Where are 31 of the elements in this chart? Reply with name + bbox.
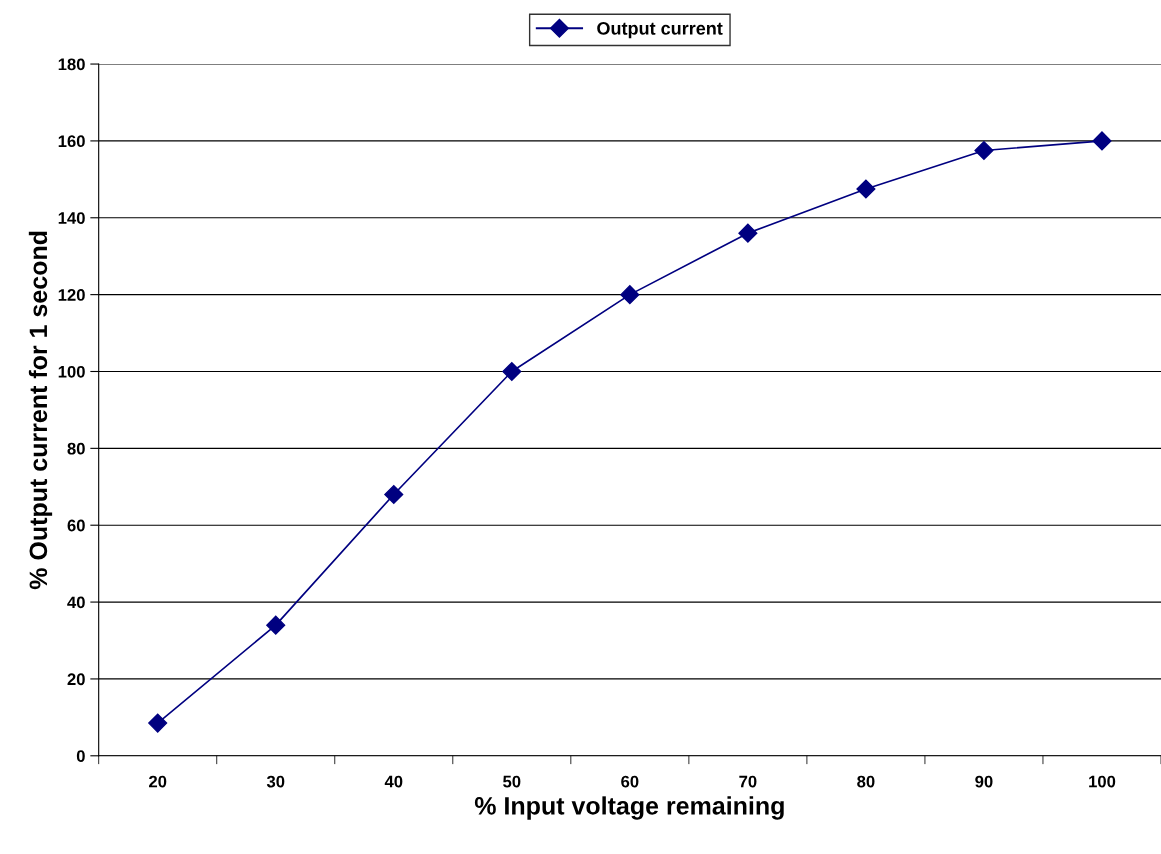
x-axis-title: % Input voltage remaining	[474, 796, 784, 820]
y-tick-label: 40	[67, 596, 85, 609]
x-tick-label: 60	[621, 775, 639, 788]
point	[384, 484, 404, 505]
y-tick-label: 80	[67, 442, 85, 455]
y-tick-label: 20	[67, 673, 85, 686]
point	[738, 223, 758, 243]
point	[266, 615, 286, 635]
point	[620, 285, 640, 305]
x-tick-label: 70	[739, 775, 757, 788]
x-tick-label: 100	[1089, 775, 1116, 788]
y-axis-title: % Output current for 1 second	[28, 231, 53, 590]
x-tick-label: 50	[503, 775, 521, 788]
x-tick-label: 90	[975, 775, 993, 788]
x-tick-label: 40	[384, 775, 403, 788]
point	[502, 361, 522, 382]
x-tick-label: 20	[149, 775, 167, 788]
point	[974, 140, 994, 161]
y-tick-label: 180	[58, 58, 85, 71]
point	[1092, 131, 1112, 151]
x-tick-label: 30	[266, 775, 285, 788]
point	[148, 713, 168, 733]
y-tick-label: 100	[58, 365, 85, 378]
x-tick-label: 80	[857, 775, 875, 788]
y-tick-label: 120	[58, 289, 85, 301]
point	[856, 179, 876, 199]
y-tick-label: 60	[67, 519, 85, 532]
legend-label: Output current	[597, 21, 723, 39]
y-tick-label: 0	[76, 750, 85, 762]
y-tick-label: 140	[58, 212, 85, 224]
y-tick-label: 160	[58, 135, 85, 148]
